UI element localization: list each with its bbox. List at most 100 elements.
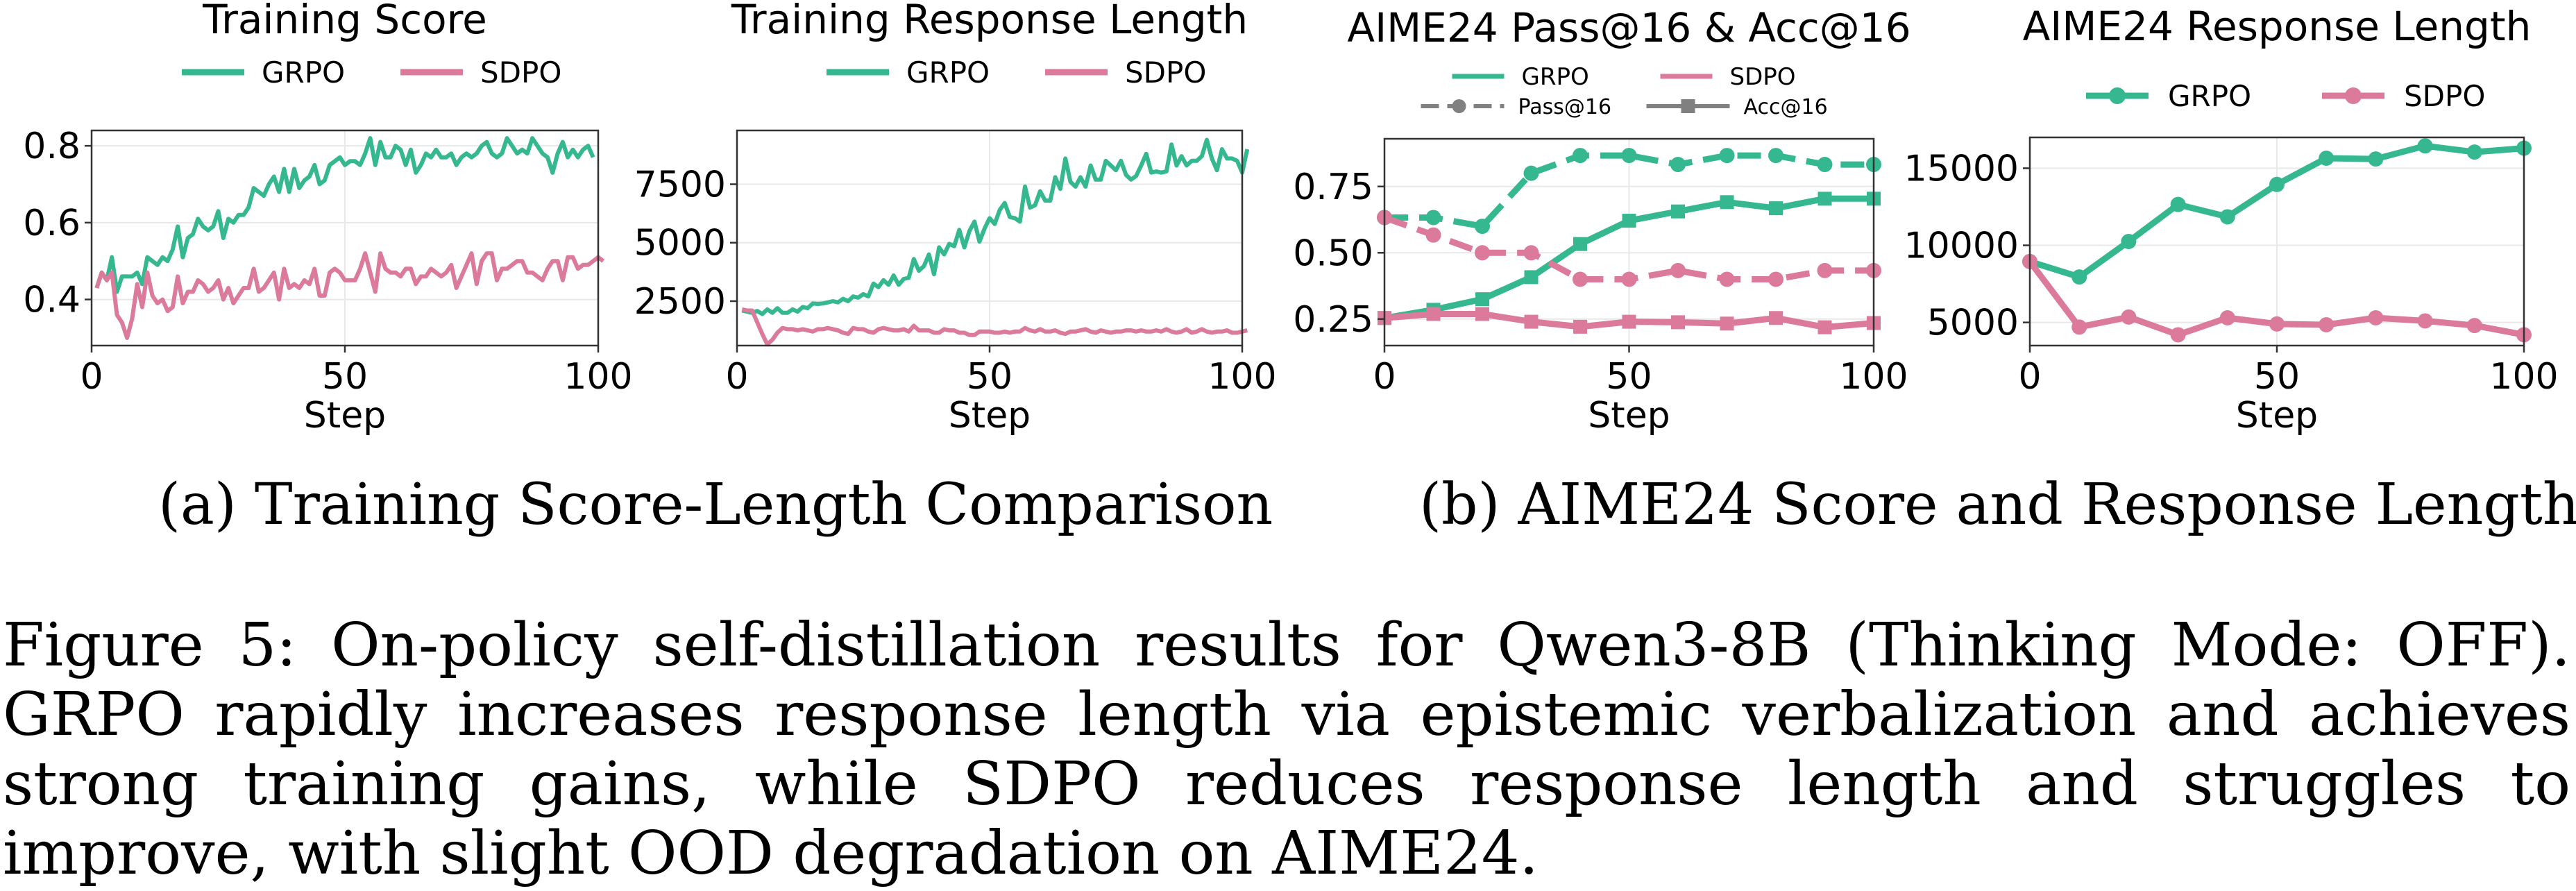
legend-label-sdpo: SDPO bbox=[480, 56, 561, 90]
x-tick-label: 0 bbox=[80, 356, 103, 398]
legend-label-acc16: Acc@16 bbox=[1744, 95, 1828, 119]
y-tick-label: 5000 bbox=[1927, 303, 2019, 344]
figure-caption: Figure 5: On-policy self-distillation re… bbox=[3, 611, 2570, 888]
data-point-circle bbox=[2170, 327, 2186, 343]
x-tick-label: 0 bbox=[725, 356, 748, 398]
legend-marker-square bbox=[1681, 99, 1695, 113]
x-tick-label: 0 bbox=[2018, 356, 2041, 398]
legend-label-sdpo: SDPO bbox=[1730, 63, 1796, 91]
chart-title: AIME24 Response Length bbox=[2023, 3, 2532, 50]
subcaption-b: (b) AIME24 Score and Response Length bbox=[1419, 472, 2576, 538]
data-point-circle bbox=[2219, 209, 2235, 225]
legend: GRPO SDPO bbox=[827, 56, 1206, 90]
data-point-square bbox=[1426, 307, 1441, 321]
data-point-circle bbox=[1475, 219, 1490, 235]
data-point-square bbox=[1475, 307, 1489, 321]
data-point-square bbox=[1769, 311, 1783, 325]
data-point-square bbox=[1817, 320, 1832, 334]
subcaption-a: (a) Training Score-Length Comparison bbox=[158, 472, 1273, 538]
data-point-circle bbox=[1425, 227, 1441, 243]
data-point-circle bbox=[2368, 151, 2384, 167]
data-point-square bbox=[1573, 319, 1587, 334]
x-tick-label: 50 bbox=[322, 356, 368, 398]
x-axis-label: Step bbox=[2236, 395, 2318, 436]
legend-label-sdpo: SDPO bbox=[1125, 56, 1206, 90]
chart-title: Training Score bbox=[202, 0, 487, 43]
data-point-circle bbox=[2319, 151, 2334, 166]
x-tick-label: 50 bbox=[1606, 356, 1652, 398]
chart-title: AIME24 Pass@16 & Acc@16 bbox=[1347, 4, 1910, 51]
y-tick-label: 0.75 bbox=[1293, 167, 1373, 208]
y-tick-label: 15000 bbox=[1904, 148, 2019, 189]
data-point-circle bbox=[1523, 245, 1539, 261]
chart-title: Training Response Length bbox=[731, 0, 1248, 43]
series-line-sdpo bbox=[741, 307, 1248, 347]
legend-marker-circle bbox=[2109, 87, 2126, 104]
data-point-square bbox=[1524, 314, 1539, 329]
data-point-circle bbox=[2319, 317, 2334, 332]
data-point-circle bbox=[1425, 210, 1441, 226]
series-line-sdpo bbox=[94, 251, 605, 340]
legend-label-sdpo: SDPO bbox=[2404, 79, 2485, 113]
legend: GRPO SDPO bbox=[2086, 79, 2485, 113]
series-line-grpo-pass-16 bbox=[1384, 152, 1874, 230]
data-point-circle bbox=[1817, 262, 1833, 278]
data-point-circle bbox=[2417, 138, 2433, 154]
data-point-circle bbox=[2466, 318, 2482, 334]
x-tick-label: 50 bbox=[967, 356, 1012, 398]
legend-marker-circle bbox=[2345, 87, 2362, 104]
data-point-circle bbox=[1670, 262, 1686, 278]
data-point-circle bbox=[1573, 148, 1588, 164]
x-tick-label: 50 bbox=[2254, 356, 2300, 398]
data-point-circle bbox=[2417, 313, 2433, 329]
x-axis-label: Step bbox=[304, 395, 386, 436]
legend-label-grpo: GRPO bbox=[906, 56, 990, 90]
y-tick-label: 0.8 bbox=[23, 126, 80, 167]
x-tick-label: 100 bbox=[1839, 356, 1908, 398]
legend-label-grpo: GRPO bbox=[1522, 63, 1589, 91]
data-point-circle bbox=[2071, 319, 2087, 335]
data-point-circle bbox=[2269, 176, 2285, 192]
chart-aime24-pass-acc: 0 50 100 0.25 0.50 0.75 Step AIME24 Pass@16 & A… bbox=[1293, 4, 1910, 436]
data-point-square bbox=[1720, 316, 1734, 331]
data-point-square bbox=[1524, 270, 1539, 285]
data-point-circle bbox=[2121, 309, 2137, 325]
series-line-grpo bbox=[94, 136, 595, 294]
data-point-circle bbox=[1523, 165, 1539, 181]
data-point-circle bbox=[2121, 234, 2137, 249]
data-point-circle bbox=[1768, 271, 1783, 287]
y-tick-label: 10000 bbox=[1904, 226, 2019, 267]
x-tick-label: 0 bbox=[1373, 356, 1396, 398]
y-tick-label: 5000 bbox=[634, 223, 726, 264]
series-line-grpo bbox=[741, 137, 1250, 316]
legend-marker-circle bbox=[1452, 99, 1466, 113]
legend-label-grpo: GRPO bbox=[2168, 79, 2251, 113]
x-axis-label: Step bbox=[1588, 395, 1670, 436]
data-point-square bbox=[1622, 214, 1636, 228]
legend: GRPO SDPO bbox=[182, 56, 561, 90]
data-point-circle bbox=[2170, 196, 2186, 212]
y-tick-label: 0.6 bbox=[23, 203, 80, 244]
data-point-circle bbox=[1621, 271, 1637, 287]
data-point-square bbox=[1671, 315, 1685, 330]
data-point-circle bbox=[1719, 148, 1735, 164]
x-tick-label: 100 bbox=[564, 356, 632, 398]
data-point-circle bbox=[2219, 310, 2235, 325]
data-point-square bbox=[1622, 314, 1636, 329]
x-tick-label: 100 bbox=[2489, 356, 2558, 398]
y-tick-label: 2500 bbox=[634, 281, 726, 323]
data-point-circle bbox=[2466, 144, 2482, 160]
data-point-square bbox=[1573, 237, 1587, 251]
data-point-circle bbox=[1719, 271, 1735, 287]
chart-training-score: 0 50 100 0.4 0.6 0.8 Step Training Score GRPO SDP… bbox=[23, 0, 632, 436]
legend-label-pass16: Pass@16 bbox=[1518, 95, 1612, 119]
data-point-circle bbox=[1573, 271, 1588, 287]
data-point-circle bbox=[1621, 148, 1637, 164]
x-axis-label: Step bbox=[949, 395, 1031, 436]
y-tick-label: 0.25 bbox=[1293, 299, 1373, 341]
y-tick-label: 0.50 bbox=[1293, 232, 1373, 274]
data-point-circle bbox=[2071, 269, 2087, 285]
y-tick-label: 0.4 bbox=[23, 280, 80, 321]
data-point-square bbox=[1769, 201, 1783, 216]
y-tick-label: 7500 bbox=[634, 164, 726, 206]
